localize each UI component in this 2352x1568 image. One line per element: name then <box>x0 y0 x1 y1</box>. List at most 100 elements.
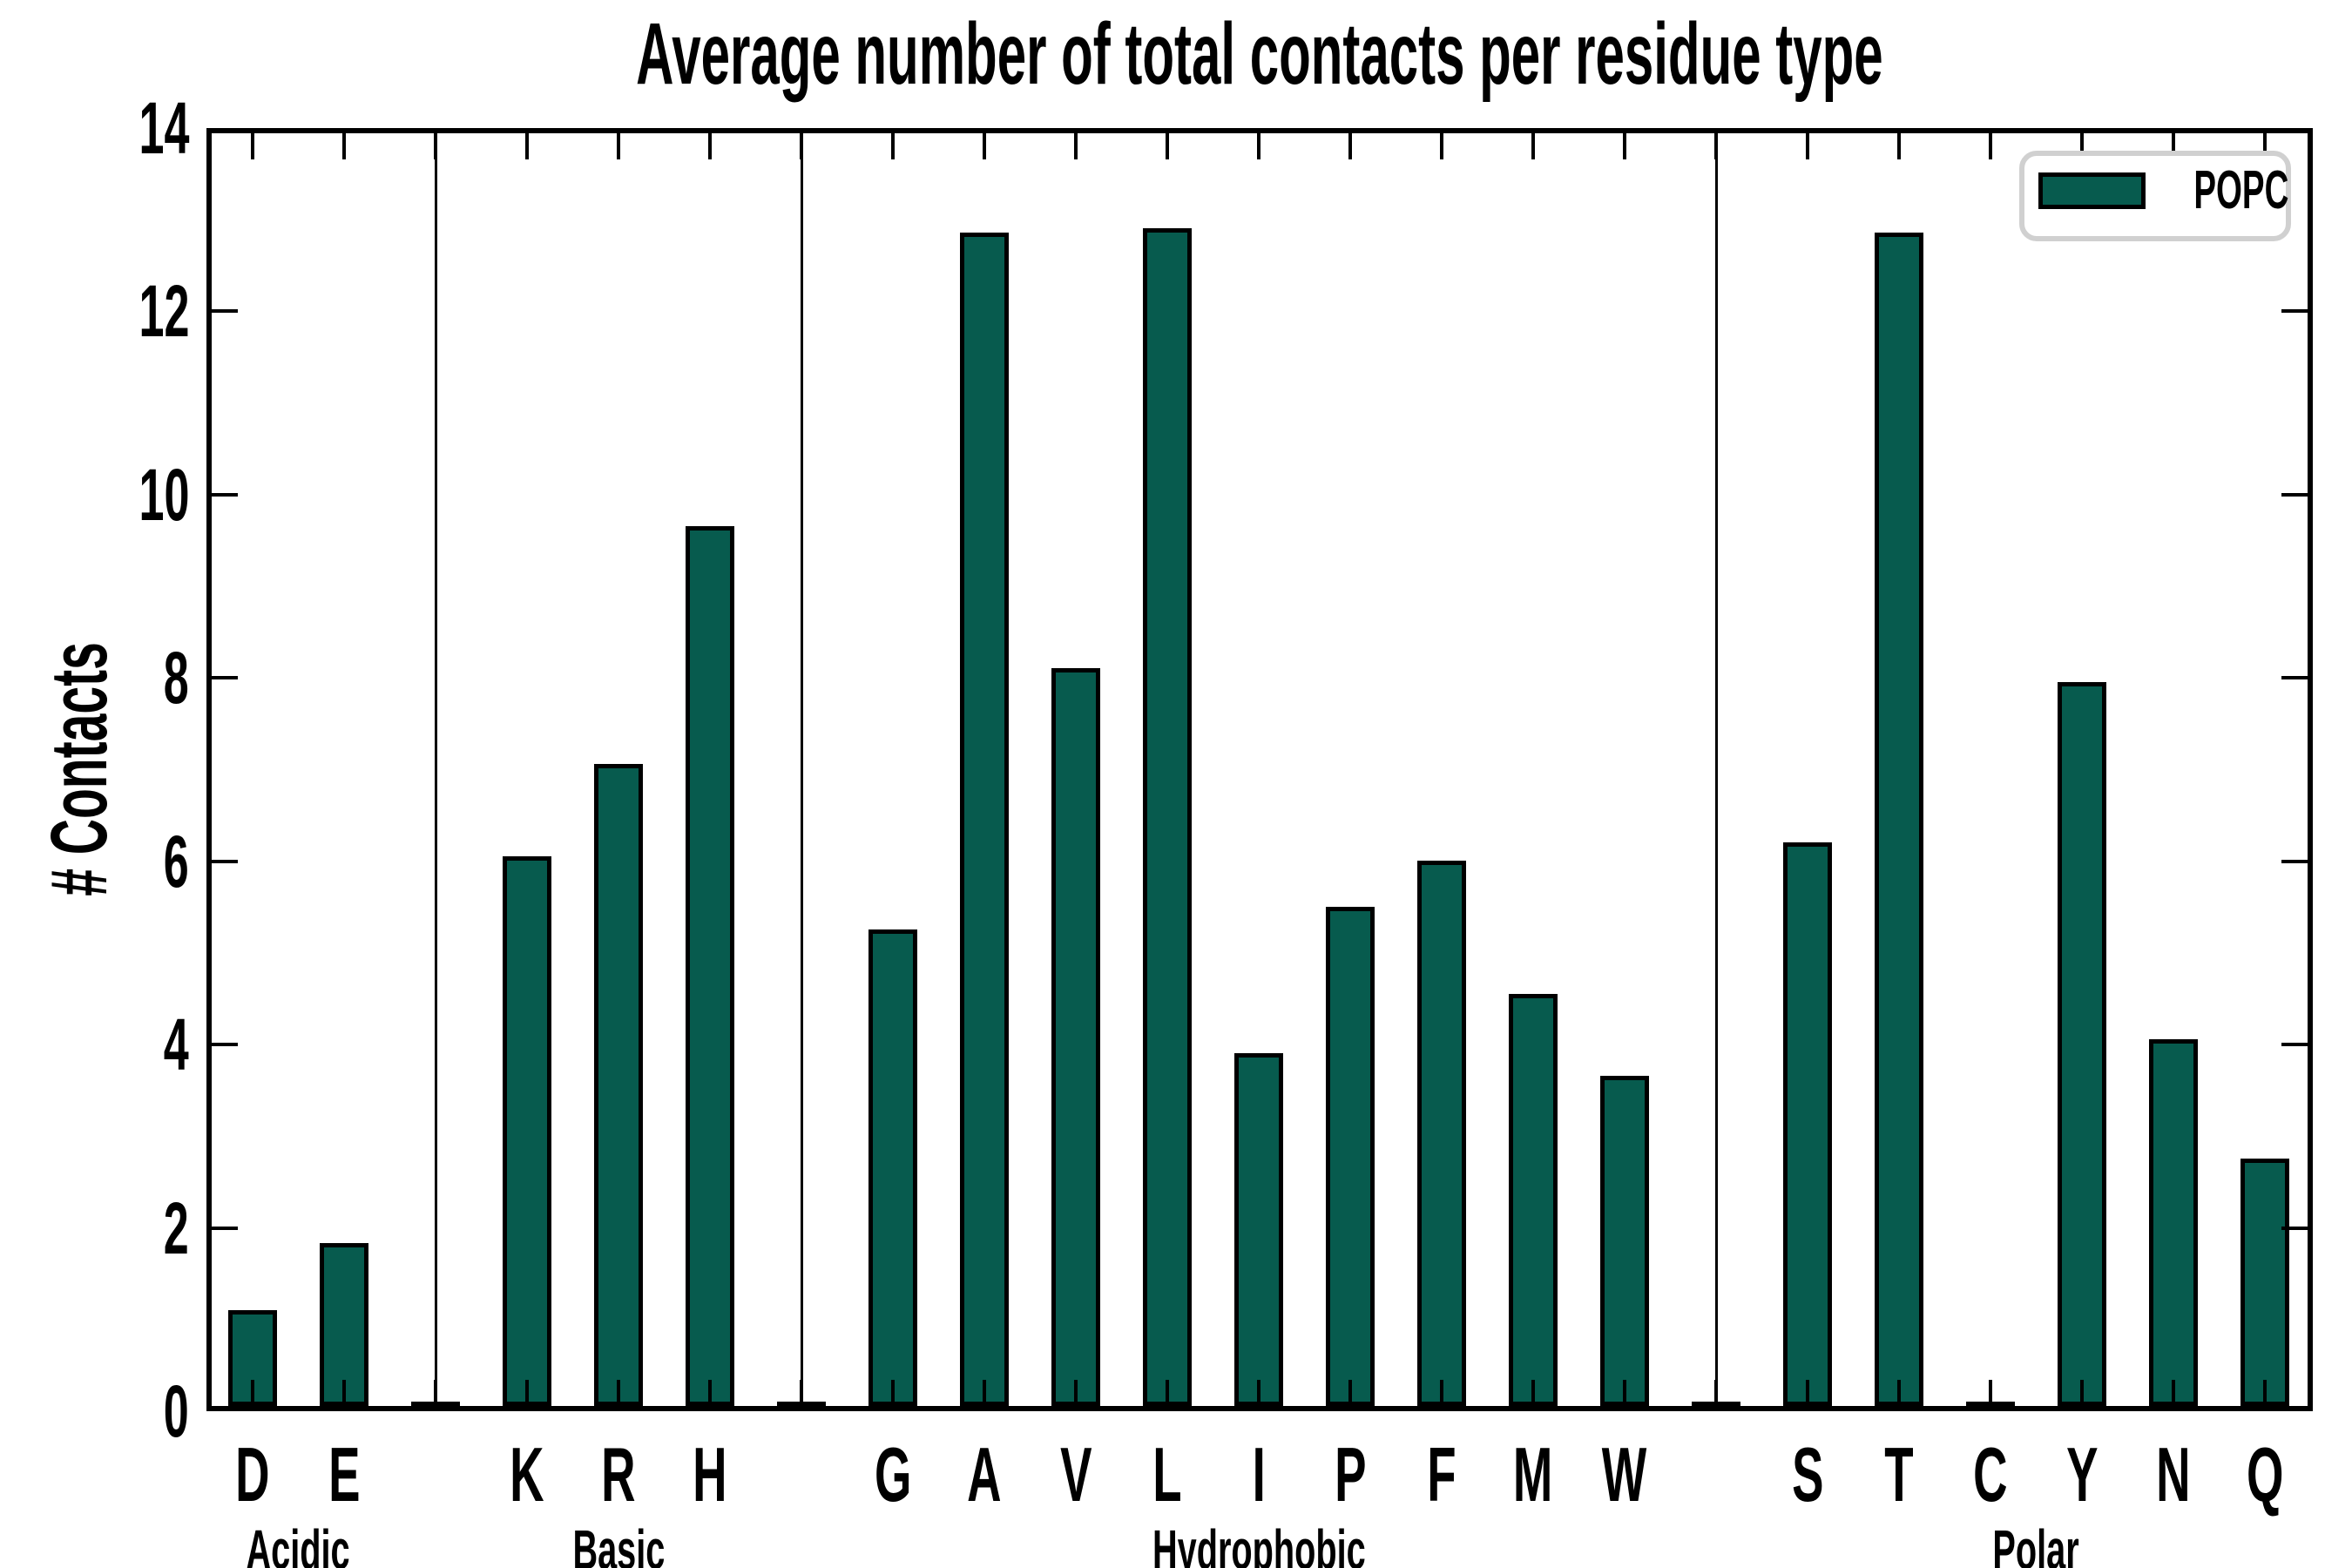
y-tick-label-12: 12 <box>0 272 189 350</box>
y-tick-right <box>2281 859 2308 863</box>
bar-E <box>320 1243 368 1406</box>
y-tick-label-6: 6 <box>0 822 189 901</box>
group-label-text: Acidic <box>246 1518 351 1568</box>
x-tick-label-F: F <box>1381 1433 1503 1517</box>
x-tick-top <box>983 133 986 159</box>
group-divider <box>800 133 803 1406</box>
x-tick-top <box>617 133 620 159</box>
y-tick-label-8: 8 <box>0 639 189 717</box>
group-label-text: Basic <box>572 1518 665 1568</box>
x-tick-label-C: C <box>1930 1433 2051 1517</box>
y-tick-left <box>212 1043 238 1047</box>
x-tick-label-text: T <box>1884 1431 1914 1517</box>
x-tick-bottom <box>891 1380 895 1406</box>
bar-M <box>1509 994 1558 1406</box>
x-tick-label-text: G <box>874 1431 912 1517</box>
y-tick-label-4: 4 <box>0 1005 189 1084</box>
x-tick-label-text: K <box>510 1431 544 1517</box>
x-tick-top <box>1531 133 1535 159</box>
x-tick-bottom <box>708 1380 712 1406</box>
legend: POPC <box>2019 151 2291 241</box>
x-tick-label-text: F <box>1427 1431 1456 1517</box>
x-tick-label-text: D <box>235 1431 270 1517</box>
bar-W <box>1600 1076 1649 1406</box>
group-label-acidic: Acidic <box>37 1518 560 1568</box>
bar-N <box>2149 1039 2198 1406</box>
x-tick-label-text: S <box>1791 1431 1824 1517</box>
x-tick-top <box>1714 133 1718 159</box>
bar-I <box>1234 1053 1283 1406</box>
x-tick-bottom <box>1989 1380 1992 1406</box>
y-tick-label-text: 4 <box>164 1004 189 1086</box>
x-tick-label-G: G <box>832 1433 954 1517</box>
x-tick-top <box>708 133 712 159</box>
x-tick-label-N: N <box>2112 1433 2234 1517</box>
bar-G <box>868 929 917 1406</box>
x-tick-label-text: H <box>693 1431 727 1517</box>
x-tick-label-text: A <box>967 1431 1002 1517</box>
group-label-polar: Polar <box>1775 1518 2298 1568</box>
x-tick-label-E: E <box>283 1433 405 1517</box>
x-tick-top <box>1806 133 1809 159</box>
bar-A <box>960 233 1009 1406</box>
bar-K <box>503 856 551 1406</box>
x-tick-label-K: K <box>466 1433 588 1517</box>
x-tick-top <box>1989 133 1992 159</box>
x-tick-bottom <box>1714 1380 1718 1406</box>
x-tick-label-Q: Q <box>2204 1433 2326 1517</box>
x-tick-top <box>1440 133 1443 159</box>
y-tick-label-text: 2 <box>164 1186 189 1269</box>
y-tick-label-text: 12 <box>139 270 189 353</box>
legend-swatch <box>2038 172 2146 209</box>
x-tick-top <box>1257 133 1260 159</box>
group-label-basic: Basic <box>357 1518 880 1568</box>
y-tick-right <box>2281 676 2308 680</box>
bar-L <box>1143 228 1192 1406</box>
x-tick-label-text: L <box>1152 1431 1182 1517</box>
bar-Y <box>2058 682 2106 1406</box>
x-tick-label-text: Q <box>2246 1431 2284 1517</box>
y-tick-label-text: 0 <box>164 1370 189 1452</box>
x-tick-bottom <box>2080 1380 2084 1406</box>
x-tick-top <box>1348 133 1352 159</box>
legend-label: POPC <box>2165 156 2289 226</box>
x-tick-top <box>800 133 803 159</box>
chart-title: Average number of total contacts per res… <box>206 4 2313 105</box>
x-tick-label-V: V <box>1015 1433 1137 1517</box>
y-tick-left <box>212 859 238 863</box>
y-tick-label-2: 2 <box>0 1189 189 1267</box>
bar-R <box>594 764 643 1406</box>
x-tick-label-W: W <box>1564 1433 1686 1517</box>
x-tick-top <box>1166 133 1169 159</box>
group-divider <box>1714 133 1718 1406</box>
y-tick-label-text: 6 <box>164 820 189 902</box>
legend-label-text: POPC <box>2193 160 2289 220</box>
x-tick-label-text: N <box>2156 1431 2191 1517</box>
x-tick-bottom <box>1623 1380 1626 1406</box>
x-tick-bottom <box>1348 1380 1352 1406</box>
y-tick-label-10: 10 <box>0 456 189 534</box>
x-tick-top <box>1623 133 1626 159</box>
x-tick-label-L: L <box>1106 1433 1228 1517</box>
x-tick-bottom <box>800 1380 803 1406</box>
group-label-text: Polar <box>1992 1518 2080 1568</box>
x-tick-label-S: S <box>1747 1433 1869 1517</box>
y-tick-label-0: 0 <box>0 1372 189 1450</box>
y-tick-left <box>212 1226 238 1230</box>
x-tick-top <box>525 133 529 159</box>
bar-H <box>686 526 734 1406</box>
group-label-hydrophobic: Hydrophobic <box>997 1522 1520 1568</box>
x-tick-top <box>1897 133 1901 159</box>
x-tick-label-R: R <box>558 1433 679 1517</box>
x-tick-label-T: T <box>1838 1433 1960 1517</box>
y-tick-right <box>2281 309 2308 314</box>
x-tick-bottom <box>2172 1380 2175 1406</box>
x-tick-top <box>434 133 437 159</box>
x-tick-label-text: Y <box>2065 1431 2099 1517</box>
x-tick-label-P: P <box>1289 1433 1411 1517</box>
x-tick-top <box>251 133 254 159</box>
group-divider <box>434 133 437 1406</box>
y-tick-label-text: 8 <box>164 637 189 720</box>
y-tick-right <box>2281 492 2308 497</box>
